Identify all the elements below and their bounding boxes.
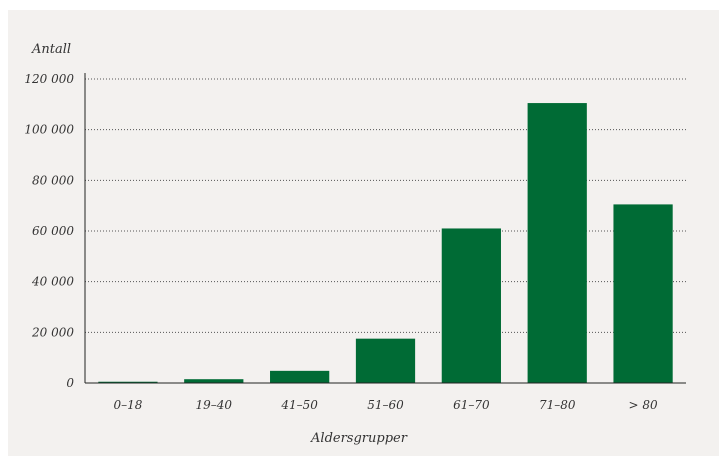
bar bbox=[355, 338, 416, 383]
y-tick-label: 60 000 bbox=[32, 224, 74, 238]
gridlines bbox=[85, 78, 686, 333]
y-tick-label: 40 000 bbox=[31, 275, 74, 289]
x-tick-label: > 80 bbox=[629, 398, 659, 412]
y-tick-label: 0 bbox=[66, 376, 74, 390]
x-tick-label: 19–40 bbox=[196, 398, 233, 412]
y-tick-label: 20 000 bbox=[31, 325, 74, 339]
bar bbox=[270, 370, 330, 383]
y-tick-labels: 0 20 000 40 000 60 000 80 000 100 000 120 000 bbox=[24, 72, 74, 390]
bar bbox=[527, 103, 587, 384]
y-tick-label: 80 000 bbox=[32, 173, 74, 187]
x-tick-label: 0–18 bbox=[113, 398, 142, 412]
bars bbox=[98, 103, 673, 384]
x-tick-labels: 0–18 19–40 41–50 51–60 61–70 71–80 > 80 bbox=[113, 398, 658, 412]
bar bbox=[184, 379, 244, 383]
y-axis-title: Antall bbox=[31, 42, 71, 57]
x-tick-label: 61–70 bbox=[453, 398, 490, 412]
bar bbox=[613, 204, 673, 383]
y-tick-label: 100 000 bbox=[24, 123, 74, 137]
bar bbox=[441, 228, 501, 383]
bar bbox=[98, 381, 158, 383]
x-tick-label: 51–60 bbox=[367, 398, 404, 412]
x-tick-label: 71–80 bbox=[539, 398, 576, 412]
y-tick-label: 120 000 bbox=[24, 72, 74, 86]
x-axis-title: Aldersgrupper bbox=[310, 431, 408, 446]
x-tick-label: 41–50 bbox=[280, 398, 318, 412]
